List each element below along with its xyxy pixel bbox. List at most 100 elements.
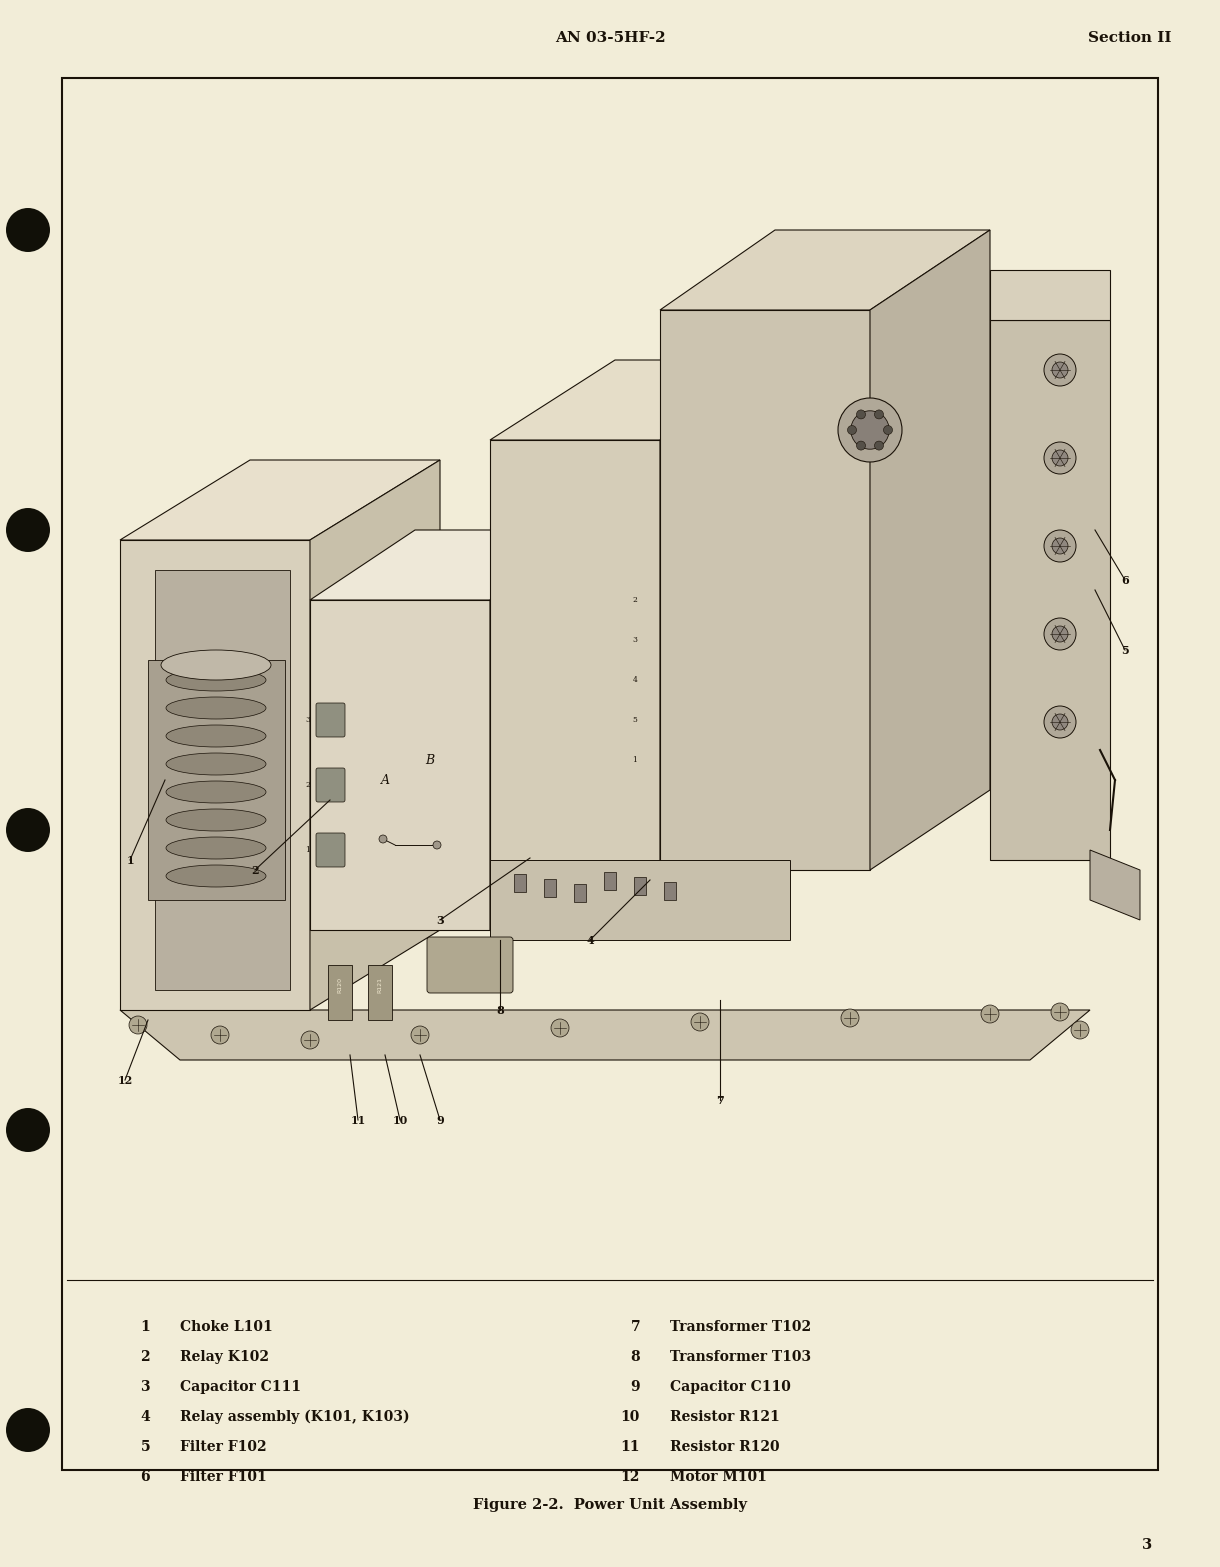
Polygon shape [310,530,600,600]
Text: Resistor R120: Resistor R120 [670,1440,780,1454]
Bar [62,78,1158,1470]
Polygon shape [155,570,290,990]
Text: 10: 10 [621,1410,640,1424]
Circle shape [841,1009,859,1026]
Ellipse shape [166,726,266,747]
Polygon shape [870,230,989,870]
Text: Transformer T102: Transformer T102 [670,1319,811,1334]
Circle shape [691,1012,709,1031]
Circle shape [856,440,865,450]
Circle shape [1052,625,1068,642]
Bar [328,965,353,1020]
Bar [604,871,616,890]
Bar [368,965,392,1020]
Ellipse shape [166,780,266,802]
Circle shape [6,1409,50,1453]
Text: 3: 3 [140,1381,150,1395]
Text: 4: 4 [140,1410,150,1424]
Text: Section II: Section II [1088,31,1171,45]
Ellipse shape [166,837,266,859]
Text: 1: 1 [126,854,134,865]
Circle shape [211,1026,229,1044]
Text: 2: 2 [305,780,310,790]
Text: AN 03-5HF-2: AN 03-5HF-2 [555,31,665,45]
Polygon shape [148,660,285,899]
Circle shape [875,411,883,418]
FancyBboxPatch shape [316,768,345,802]
Circle shape [6,508,50,552]
Text: Capacitor C111: Capacitor C111 [181,1381,301,1395]
Text: Relay assembly (K101, K103): Relay assembly (K101, K103) [181,1410,410,1424]
Text: Resistor R121: Resistor R121 [670,1410,780,1424]
Circle shape [1044,530,1076,563]
Bar [573,884,586,903]
Text: 3: 3 [1142,1537,1152,1551]
Polygon shape [989,270,1110,320]
Polygon shape [310,600,490,929]
Text: 1: 1 [632,755,637,765]
Polygon shape [490,360,791,440]
Circle shape [1044,617,1076,650]
Ellipse shape [166,809,266,831]
Text: Choke L101: Choke L101 [181,1319,273,1334]
Text: 4: 4 [632,675,637,685]
Text: 2: 2 [140,1351,150,1363]
Circle shape [6,208,50,252]
Text: R120: R120 [338,976,343,993]
Circle shape [883,426,893,434]
Text: A: A [381,774,389,787]
Text: Capacitor C110: Capacitor C110 [670,1381,791,1395]
Circle shape [1052,537,1068,555]
Text: 3: 3 [632,636,638,644]
Text: 12: 12 [117,1075,133,1086]
Ellipse shape [166,754,266,776]
Text: 2: 2 [632,595,637,603]
Text: 9: 9 [631,1381,640,1395]
Circle shape [411,1026,429,1044]
Text: 6: 6 [140,1470,150,1484]
Polygon shape [660,230,989,310]
Polygon shape [120,461,440,541]
Circle shape [129,1015,146,1034]
Circle shape [850,411,889,450]
Ellipse shape [166,697,266,719]
Circle shape [1050,1003,1069,1022]
Text: 10: 10 [393,1114,407,1125]
Ellipse shape [166,865,266,887]
Polygon shape [490,860,791,940]
Text: 2: 2 [251,865,259,876]
Text: Transformer T103: Transformer T103 [670,1351,811,1363]
Text: 5: 5 [1121,644,1128,655]
Text: Filter F101: Filter F101 [181,1470,267,1484]
Text: R121: R121 [377,976,383,993]
Text: 6: 6 [1121,575,1128,586]
Polygon shape [660,310,870,870]
Text: 11: 11 [621,1440,640,1454]
Ellipse shape [161,650,271,680]
Text: 1: 1 [140,1319,150,1334]
Circle shape [301,1031,318,1048]
Circle shape [838,398,902,462]
Text: 9: 9 [436,1114,444,1125]
Polygon shape [120,1011,1089,1059]
Polygon shape [490,530,600,929]
FancyBboxPatch shape [316,834,345,867]
Polygon shape [660,360,791,929]
Text: 12: 12 [621,1470,640,1484]
Text: 1: 1 [305,846,310,854]
Text: 11: 11 [350,1114,366,1125]
Text: 8: 8 [631,1351,640,1363]
Bar [514,874,526,892]
Polygon shape [310,461,440,1011]
Text: 5: 5 [140,1440,150,1454]
Circle shape [6,1108,50,1152]
Text: 7: 7 [716,1094,723,1105]
Circle shape [379,835,387,843]
Text: 4: 4 [586,934,594,945]
Circle shape [1052,362,1068,378]
Polygon shape [490,440,660,929]
Circle shape [1044,354,1076,385]
Bar [634,878,647,895]
Circle shape [1071,1022,1089,1039]
Circle shape [981,1004,999,1023]
